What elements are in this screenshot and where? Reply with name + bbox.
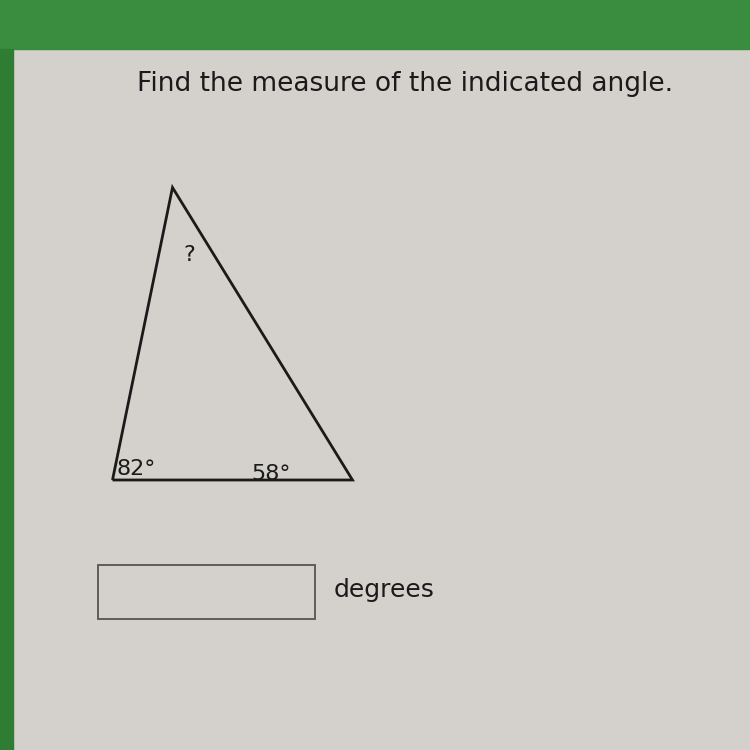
Text: Find the measure of the indicated angle.: Find the measure of the indicated angle. — [137, 71, 673, 98]
Bar — [98, 565, 315, 619]
Text: degrees: degrees — [334, 578, 435, 602]
Text: 58°: 58° — [251, 464, 291, 484]
Text: ?: ? — [184, 245, 196, 265]
Bar — [0, 0, 750, 49]
Text: 82°: 82° — [116, 459, 156, 478]
Bar — [0, 49, 13, 750]
